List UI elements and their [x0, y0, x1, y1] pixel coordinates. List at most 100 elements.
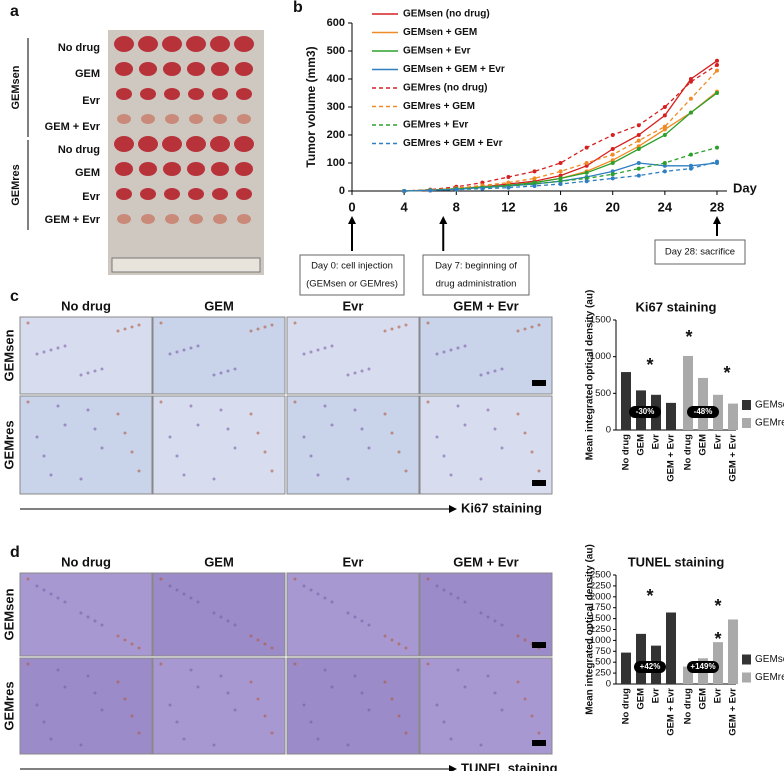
point — [558, 173, 563, 178]
y-tick-label: 500 — [595, 657, 611, 668]
arrow-head — [439, 216, 448, 224]
cell — [390, 431, 394, 435]
cell — [346, 477, 350, 481]
cell — [404, 646, 408, 650]
cell — [116, 329, 120, 333]
cell — [116, 680, 120, 684]
point — [636, 173, 641, 178]
cell — [404, 323, 408, 327]
x-tick-label: GEM — [698, 434, 709, 456]
cell — [100, 708, 104, 712]
point — [636, 133, 641, 137]
cell — [159, 321, 163, 325]
tumor — [211, 62, 229, 76]
x-tick-label: GEM + Evr — [666, 688, 677, 736]
cell — [293, 400, 297, 404]
legend-label: GEMres + GEM — [403, 101, 475, 112]
cell — [86, 615, 90, 619]
cell — [270, 731, 274, 735]
cell — [397, 714, 401, 718]
x-tick-label: No drug — [683, 688, 694, 725]
cell — [233, 446, 237, 450]
annotation: * — [723, 363, 730, 383]
y-tick-label: 1500 — [590, 613, 611, 624]
point — [662, 163, 667, 168]
point — [715, 159, 719, 164]
tumor — [138, 136, 158, 152]
cell — [353, 371, 357, 375]
annotation: * — [714, 629, 721, 649]
point — [532, 183, 537, 188]
cell — [486, 408, 490, 412]
bar — [728, 619, 738, 684]
cell — [249, 412, 253, 416]
tumor — [211, 162, 229, 176]
row-label: GEM — [75, 167, 100, 179]
cell — [212, 611, 216, 615]
point — [584, 161, 589, 165]
y-tick-label: 1250 — [590, 624, 611, 635]
cell — [56, 596, 60, 600]
bar — [666, 612, 676, 684]
cell — [426, 577, 430, 581]
cell — [56, 668, 60, 672]
tumor — [116, 188, 132, 200]
x-tick-label: GEM — [636, 688, 647, 710]
annotation-pill — [687, 661, 719, 673]
micrograph — [19, 395, 153, 495]
cell — [26, 321, 30, 325]
annotation: * — [685, 327, 692, 347]
cell — [182, 592, 186, 596]
cell — [196, 685, 200, 689]
legend-label: GEMsen — [755, 654, 784, 665]
cell — [116, 634, 120, 638]
cell — [330, 423, 334, 427]
tumor — [162, 36, 182, 52]
cell — [500, 708, 504, 712]
micrograph — [152, 316, 286, 395]
x-tick-label: Evr — [651, 434, 662, 450]
cell — [249, 329, 253, 333]
point — [688, 79, 693, 84]
cell — [479, 743, 483, 747]
legend-swatch — [742, 400, 751, 410]
y-tick-label: 1000 — [590, 635, 611, 646]
row-label: GEMres — [1, 420, 16, 469]
annotation: +149% — [690, 662, 715, 671]
point — [688, 166, 693, 171]
cell — [56, 404, 60, 408]
legend-label: GEMsen + Evr — [403, 46, 471, 57]
y-tick-label: 400 — [327, 73, 345, 85]
micrograph — [419, 316, 553, 395]
cell — [168, 584, 172, 588]
tumor — [138, 36, 158, 52]
cell — [404, 731, 408, 735]
cell — [463, 344, 467, 348]
cell — [189, 404, 193, 408]
cell — [463, 685, 467, 689]
y-tick-label: 2500 — [590, 570, 611, 581]
ruler — [111, 257, 261, 273]
cell — [449, 737, 453, 741]
cell — [530, 325, 534, 329]
cell — [367, 708, 371, 712]
x-tick-label: Evr — [651, 688, 662, 704]
cell — [523, 431, 527, 435]
cell — [316, 592, 320, 596]
cell — [212, 743, 216, 747]
tumor — [187, 62, 205, 76]
row-label: GEM + Evr — [45, 214, 101, 226]
point — [610, 147, 615, 151]
cell — [523, 638, 527, 642]
point — [636, 123, 641, 128]
cell — [49, 737, 53, 741]
tumor — [210, 36, 230, 52]
cell — [493, 427, 497, 431]
tumor — [210, 136, 230, 152]
cell — [130, 642, 134, 646]
cell — [397, 642, 401, 646]
cell — [302, 352, 306, 356]
cell — [159, 662, 163, 666]
cell — [383, 634, 387, 638]
